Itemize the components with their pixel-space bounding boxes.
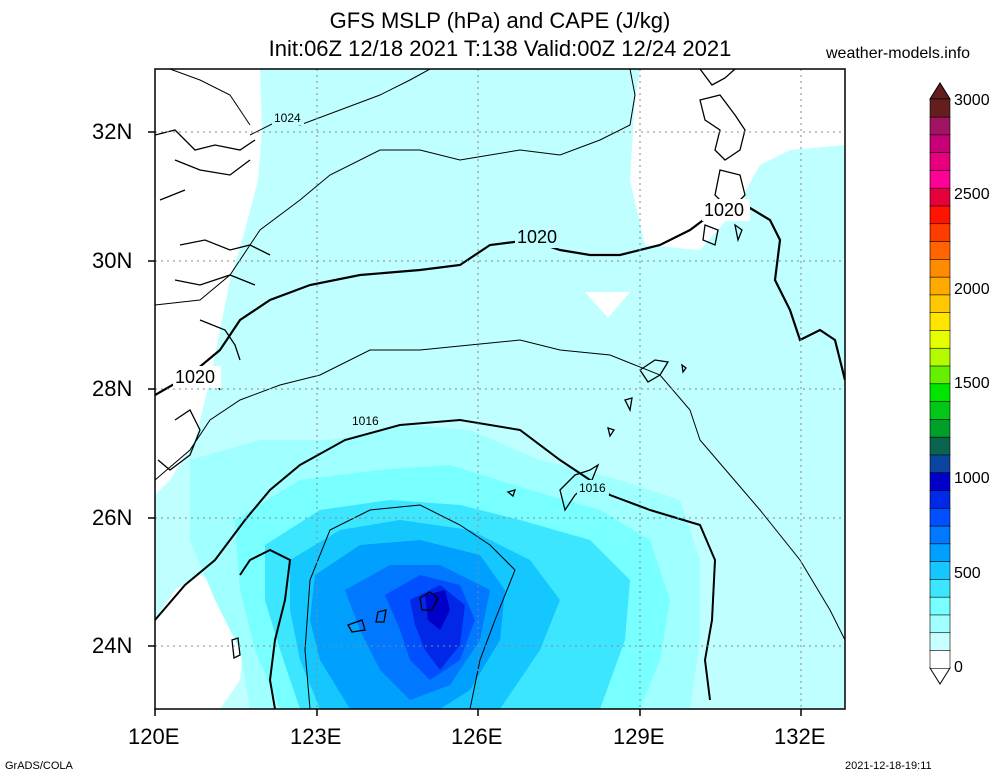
- lat-label: 32N: [92, 119, 133, 144]
- colorbar-segment: [929, 312, 951, 331]
- colorbar-segment: [929, 543, 951, 562]
- colorbar-segment: [929, 276, 951, 296]
- colorbar-segment: [929, 294, 951, 313]
- colorbar-segment: [929, 454, 951, 474]
- colorbar-segment: [929, 596, 951, 616]
- colorbar-segment: [929, 578, 951, 598]
- colorbar-segment: [929, 98, 951, 118]
- colorbar-segment: [929, 134, 951, 153]
- lon-label: 132E: [774, 724, 826, 749]
- cape-clear-patch-2: [175, 85, 205, 120]
- colorbar-segment: [929, 525, 951, 545]
- colorbar: [929, 82, 951, 685]
- colorbar-segment: [929, 205, 951, 225]
- lon-label: 120E: [128, 724, 180, 749]
- lat-label: 30N: [92, 248, 133, 273]
- isobar-label: 1016: [579, 481, 606, 495]
- cape-field: [155, 69, 845, 709]
- colorbar-segment: [929, 561, 951, 580]
- colorbar-segment: [929, 489, 951, 509]
- colorbar-segment: [929, 365, 951, 385]
- colorbar-segment: [929, 614, 951, 634]
- colorbar-segment: [929, 507, 951, 527]
- axis-ticks: [148, 131, 802, 716]
- colorbar-segment: [929, 169, 951, 189]
- isobar-label: 1016: [352, 414, 379, 428]
- colorbar-label: 1000: [954, 470, 990, 487]
- colorbar-segment: [929, 400, 951, 420]
- colorbar-label: 3000: [954, 92, 990, 109]
- colorbar-segment: [929, 258, 951, 278]
- colorbar-segment: [929, 187, 951, 207]
- colorbar-top-arrow: [929, 82, 951, 100]
- land-kyushu: [630, 69, 845, 250]
- colorbar-segment: [929, 223, 951, 242]
- colorbar-segment: [929, 649, 951, 669]
- colorbar-label: 0: [954, 659, 963, 676]
- cape-clear-patch: [585, 292, 630, 318]
- colorbar-segment: [929, 347, 951, 367]
- coastlines: [155, 69, 746, 659]
- lat-label: 24N: [92, 633, 133, 658]
- lat-label: 28N: [92, 376, 133, 401]
- chart-title: GFS MSLP (hPa) and CAPE (J/kg): [329, 8, 671, 33]
- colorbar-label: 500: [954, 565, 981, 582]
- colorbar-segment: [929, 472, 951, 491]
- footer-timestamp: 2021-12-18-19:11: [845, 760, 932, 772]
- isobar-label: 1020: [704, 200, 744, 220]
- lat-label: 26N: [92, 505, 133, 530]
- colorbar-segment: [929, 240, 951, 260]
- site-credit: weather-models.info: [826, 45, 971, 62]
- lon-label: 126E: [451, 724, 503, 749]
- colorbar-segment: [929, 152, 951, 171]
- isobars: [155, 69, 845, 709]
- colorbar-label: 2500: [954, 186, 990, 203]
- isobar-label: 1020: [517, 227, 557, 247]
- chart-subtitle: Init:06Z 12/18 2021 T:138 Valid:00Z 12/2…: [268, 36, 732, 61]
- isobar-label: 1024: [274, 111, 301, 125]
- colorbar-segment: [929, 329, 951, 349]
- colorbar-segment: [929, 383, 951, 402]
- lon-label: 123E: [290, 724, 342, 749]
- isobar-labels: 1024 1020 1020 1020 1016 1016: [173, 110, 750, 495]
- footer-software: GrADS/COLA: [5, 760, 73, 772]
- colorbar-bottom-arrow: [929, 667, 951, 685]
- colorbar-label: 1500: [954, 375, 990, 392]
- lon-label: 129E: [613, 724, 665, 749]
- colorbar-segment: [929, 632, 951, 651]
- colorbar-segment: [929, 418, 951, 438]
- colorbar-label: 2000: [954, 281, 990, 298]
- colorbar-segment: [929, 116, 951, 136]
- cape-900: [425, 590, 450, 630]
- isobar-label: 1020: [175, 367, 215, 387]
- lat-lon-grid: [155, 69, 845, 709]
- colorbar-segment: [929, 436, 951, 456]
